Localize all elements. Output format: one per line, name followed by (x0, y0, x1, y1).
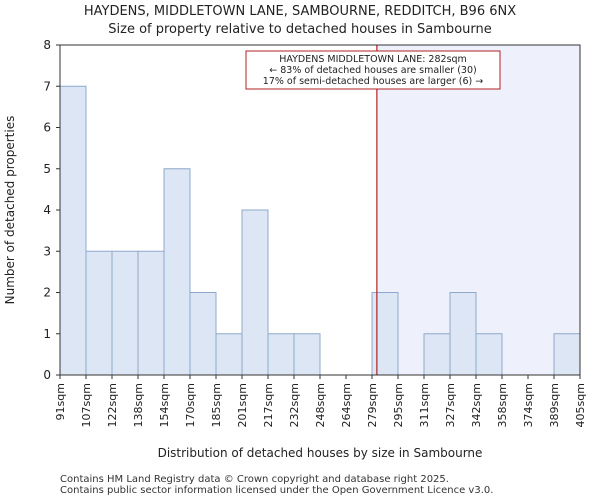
y-tick-label: 2 (43, 286, 51, 300)
bar (85, 250, 113, 376)
x-tick-label: 107sqm (80, 383, 93, 427)
footer-line-1: Contains HM Land Registry data © Crown c… (60, 474, 449, 485)
chart-title: HAYDENS, MIDDLETOWN LANE, SAMBOURNE, RED… (83, 4, 517, 19)
y-tick-label: 1 (43, 327, 51, 341)
x-tick-label: 327sqm (444, 383, 457, 427)
bar (241, 209, 269, 376)
bar (267, 333, 295, 376)
y-tick-label: 7 (43, 79, 51, 93)
x-tick-label: 201sqm (236, 383, 249, 427)
bar (553, 333, 581, 376)
bar (111, 250, 139, 376)
x-tick-label: 91sqm (54, 383, 67, 420)
x-tick-label: 138sqm (132, 383, 145, 427)
bar (59, 85, 87, 376)
bar (163, 168, 191, 376)
x-tick-label: 295sqm (392, 383, 405, 427)
y-tick-label: 8 (43, 38, 51, 52)
x-tick-label: 358sqm (496, 383, 509, 427)
bar (137, 250, 165, 376)
bar (215, 333, 243, 376)
x-tick-label: 154sqm (158, 383, 171, 427)
y-tick-label: 5 (43, 162, 51, 176)
y-tick-label: 6 (43, 121, 51, 135)
x-tick-label: 279sqm (366, 383, 379, 427)
x-tick-label: 248sqm (314, 383, 327, 427)
y-tick-label: 0 (43, 368, 51, 382)
x-tick-label: 122sqm (106, 383, 119, 427)
x-tick-label: 185sqm (210, 383, 223, 427)
x-axis-label: Distribution of detached houses by size … (158, 446, 483, 460)
annotation-box (245, 50, 501, 90)
highlight-region (376, 45, 580, 375)
bar (423, 333, 451, 376)
x-tick-label: 170sqm (184, 383, 197, 427)
x-tick-label: 232sqm (288, 383, 301, 427)
annotation-line: 17% of semi-detached houses are larger (… (263, 76, 483, 87)
y-axis-label: Number of detached properties (3, 116, 17, 305)
bar (449, 292, 477, 376)
bar (189, 292, 217, 376)
annotation-line: ← 83% of detached houses are smaller (30… (269, 65, 476, 76)
bar (371, 292, 399, 376)
x-tick-label: 374sqm (522, 383, 535, 427)
y-tick-label: 3 (43, 244, 51, 258)
chart-subtitle: Size of property relative to detached ho… (108, 22, 492, 37)
bar (475, 333, 503, 376)
x-tick-label: 311sqm (418, 383, 431, 427)
bar (293, 333, 321, 376)
x-tick-label: 342sqm (470, 383, 483, 427)
annotation-line: HAYDENS MIDDLETOWN LANE: 282sqm (279, 54, 467, 65)
x-tick-label: 405sqm (574, 383, 587, 427)
footer-line-2: Contains public sector information licen… (60, 485, 494, 496)
y-tick-label: 4 (43, 203, 51, 217)
x-tick-label: 264sqm (340, 383, 353, 427)
x-tick-label: 389sqm (548, 383, 561, 427)
x-tick-label: 217sqm (262, 383, 275, 427)
